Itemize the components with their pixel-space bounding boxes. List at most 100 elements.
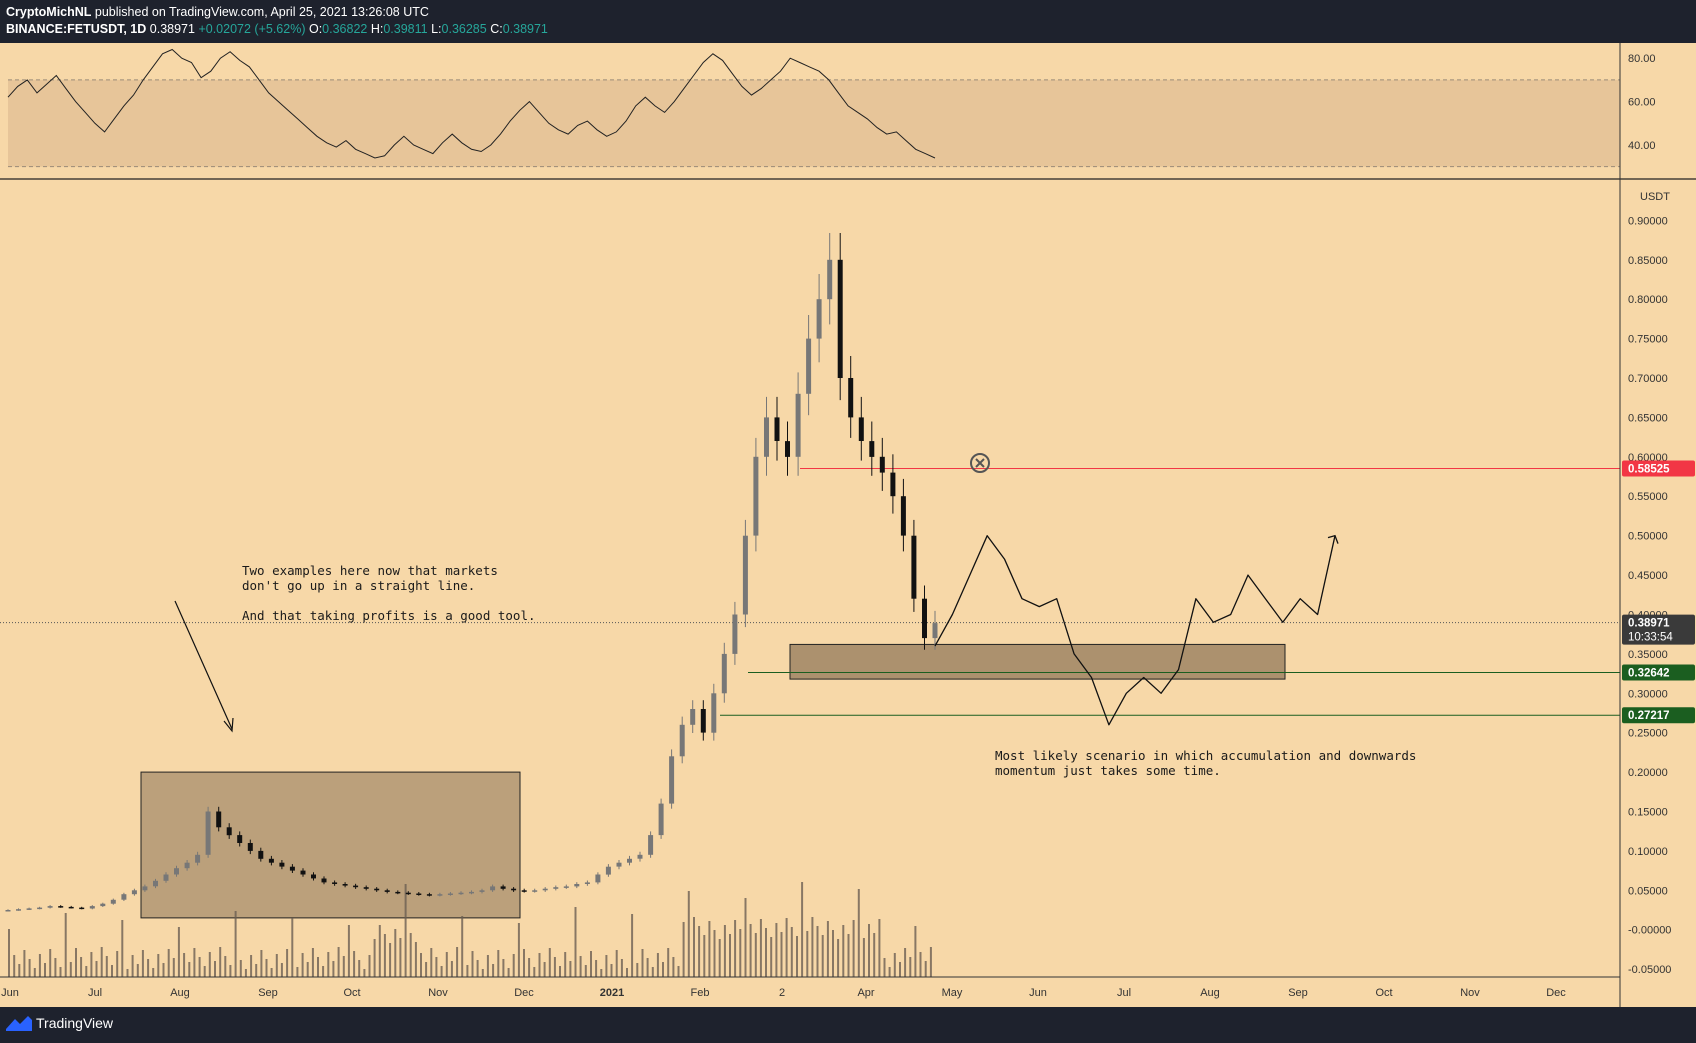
volume-bar xyxy=(662,962,664,977)
candle-body xyxy=(595,874,601,883)
volume-bar xyxy=(569,961,572,977)
price-tick-label: -0.00000 xyxy=(1628,925,1671,937)
volume-bar xyxy=(183,953,186,977)
close-value: 0.38971 xyxy=(502,22,548,36)
volume-bar xyxy=(404,884,407,977)
volume-bar xyxy=(528,958,531,977)
time-axis[interactable] xyxy=(0,977,1620,1007)
candle-body xyxy=(795,393,801,457)
currency-label: USDT xyxy=(1640,191,1670,203)
volume-bar xyxy=(100,947,103,977)
volume-bar xyxy=(796,936,798,977)
volume-bar xyxy=(296,967,299,977)
volume-bar xyxy=(626,968,628,977)
candle-body xyxy=(184,862,190,869)
volume-bar xyxy=(605,955,608,977)
volume-bar xyxy=(85,966,88,977)
volume-bar xyxy=(208,952,211,977)
volume-bar xyxy=(775,923,778,977)
volume-bar xyxy=(214,961,216,977)
volume-bar xyxy=(445,952,448,977)
right-annotation[interactable]: Most likely scenario in which accumulati… xyxy=(995,748,1417,778)
candle-body xyxy=(553,887,559,889)
candle-body xyxy=(584,882,590,884)
volume-bar xyxy=(8,929,10,977)
candle-body xyxy=(837,259,843,378)
volume-bar xyxy=(152,968,155,977)
volume-bar xyxy=(512,954,515,977)
volume-bar xyxy=(347,925,350,977)
candle-body xyxy=(764,417,769,457)
volume-bar xyxy=(311,948,314,977)
time-tick-label: Nov xyxy=(1460,987,1480,999)
time-tick-label: Aug xyxy=(170,987,190,999)
candle-body xyxy=(511,888,517,891)
candle-body xyxy=(806,338,812,394)
volume-bar xyxy=(481,969,484,977)
volume-bar xyxy=(507,968,510,977)
volume-bar xyxy=(435,957,438,977)
open-label: O: xyxy=(308,22,323,36)
candle-body xyxy=(521,890,527,892)
candle-body xyxy=(289,866,295,871)
chart-canvas[interactable]: 80.00 60.00 40.00 0.90000 0.85000 0.80000 0.7… xyxy=(0,43,1696,1007)
candle-body xyxy=(711,693,717,733)
author-name[interactable]: CryptoMichNL xyxy=(6,5,92,19)
annotation-arrowhead xyxy=(223,717,234,733)
volume-bar xyxy=(759,919,762,977)
candle-body xyxy=(637,854,643,859)
tradingview-logo[interactable]: TradingView xyxy=(6,1015,113,1031)
volume-bar xyxy=(193,948,196,977)
volume-bar xyxy=(780,932,783,977)
volume-bar xyxy=(667,948,670,977)
volume-bar xyxy=(239,960,242,977)
volume-bar xyxy=(224,956,227,977)
volume-bar xyxy=(425,962,428,977)
candle-body xyxy=(395,891,401,894)
volume-bar xyxy=(631,914,634,977)
volume-bar xyxy=(677,966,680,977)
volume-bar xyxy=(260,950,263,977)
candle-body xyxy=(479,890,485,892)
volume-bar xyxy=(466,965,469,977)
candle-body xyxy=(890,472,896,497)
candle-body xyxy=(690,709,696,725)
candle-body xyxy=(89,906,95,909)
candle-body xyxy=(532,890,538,892)
volume-bar xyxy=(121,920,124,977)
volume-bar xyxy=(49,949,52,977)
volume-bar xyxy=(23,950,26,977)
candle-body xyxy=(363,887,369,889)
candle-body xyxy=(131,890,137,895)
candle-body xyxy=(574,884,580,887)
candle-body xyxy=(542,888,548,891)
price-tick-label: 0.55000 xyxy=(1628,491,1668,503)
price-tick-label: -0.05000 xyxy=(1628,964,1671,976)
candle-body xyxy=(142,886,148,891)
candle-body xyxy=(911,535,917,599)
volume-bar xyxy=(533,967,536,977)
candle-body xyxy=(247,843,253,851)
volume-bar xyxy=(399,938,402,977)
candle-body xyxy=(258,850,264,859)
volume-bar xyxy=(837,939,840,977)
volume-bar xyxy=(244,969,247,977)
candle-body xyxy=(669,756,675,804)
volume-bar xyxy=(801,882,804,977)
candle-body xyxy=(848,378,854,418)
time-tick-label: Oct xyxy=(343,987,360,999)
volume-bar xyxy=(574,907,577,977)
volume-bar xyxy=(368,955,371,977)
volume-bar xyxy=(883,958,886,977)
volume-bar xyxy=(301,953,304,977)
low-value: 0.36285 xyxy=(441,22,487,36)
volume-bar xyxy=(909,957,912,977)
candle-body xyxy=(648,835,654,855)
volume-bar xyxy=(203,966,206,977)
left-annotation[interactable]: Two examples here now that markets don't… xyxy=(242,563,536,623)
price-axis[interactable] xyxy=(1620,43,1696,1007)
volume-bar xyxy=(28,959,31,977)
symbol-name[interactable]: BINANCE:FETUSDT, 1D xyxy=(6,22,147,36)
volume-bar xyxy=(893,953,896,977)
price-tick-label: 0.30000 xyxy=(1628,688,1668,700)
